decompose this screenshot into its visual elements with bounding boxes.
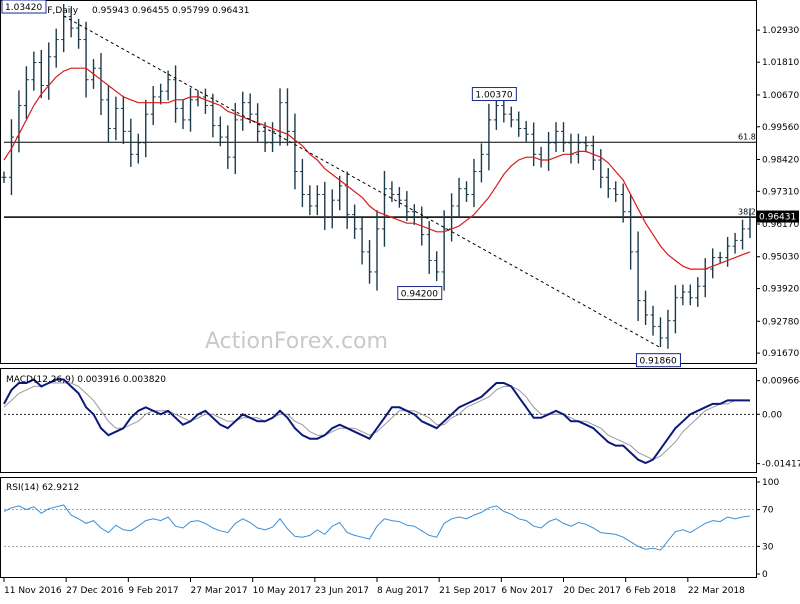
- time-axis: 11 Nov 2016 27 Dec 2016 9 Feb 2017 27 Mar 2…: [3, 578, 745, 596]
- time-axis-label: 6 Nov 2017: [501, 586, 553, 596]
- price-axis-label: 0.98420: [762, 155, 799, 165]
- macd-axis-label: 0.00: [762, 410, 782, 420]
- price-axis-label: 1.02930: [762, 26, 799, 36]
- price-overlays: 1.03420 0.94200 1.00370 0.91860: [1, 0, 751, 368]
- ohlc-values: 0.95943 0.96455 0.95799 0.96431: [92, 6, 249, 16]
- current-price-label: 0.96431: [759, 213, 796, 223]
- price-axis-label: 0.91670: [762, 349, 799, 359]
- price-reference-lines: 61.8 38.2: [4, 132, 756, 218]
- moving-average-line: [3, 67, 751, 270]
- rsi-axis-label: 70: [762, 506, 774, 516]
- rsi-panel-frame: [0, 477, 757, 578]
- time-axis-label: 10 May 2017: [253, 586, 312, 596]
- price-annotation-box: [471, 87, 517, 102]
- price-axis-label: 0.93920: [762, 285, 799, 295]
- fib-level-label: 61.8: [738, 132, 756, 141]
- macd-panel-frame: [0, 368, 757, 473]
- price-axis-label: 0.99560: [762, 123, 799, 133]
- price-annotation-label: 0.94200: [401, 290, 438, 300]
- time-axis-label: 21 Sep 2017: [439, 586, 496, 596]
- time-axis-label: 22 Mar 2018: [688, 586, 745, 596]
- macd-axis-label: 0.009664: [762, 377, 800, 387]
- time-axis-label: 23 Jun 2017: [315, 586, 369, 596]
- price-axis-label: 0.95030: [762, 253, 799, 263]
- price-annotation-box: [1, 0, 47, 14]
- macd-line: [3, 378, 750, 465]
- rsi-indicator: 100 70 30 0: [3, 478, 779, 580]
- symbol-label: USDCHF,Daily: [15, 6, 79, 16]
- time-axis-label: 9 Feb 2017: [128, 586, 178, 596]
- price-axis-label: 1.01810: [762, 58, 799, 68]
- price-panel-frame: [0, 0, 757, 364]
- fib-level-label: 38.2: [738, 207, 756, 216]
- price-annotation-box: [635, 353, 681, 368]
- watermark: ActionForex.com: [205, 329, 388, 354]
- time-axis-label: 11 Nov 2016: [4, 586, 62, 596]
- price-annotation-box: [397, 286, 443, 301]
- price-annotation-label: 1.00370: [475, 91, 512, 101]
- price-axis-label: 0.97310: [762, 187, 799, 197]
- macd-title: MACD(12,26,9) 0.003916 0.003820: [6, 375, 166, 385]
- time-axis-label: 27 Mar 2017: [191, 586, 248, 596]
- price-axis: 1.02930 1.01810 1.00670 0.99560 0.98420 0.973…: [756, 26, 799, 359]
- rsi-axis-label: 0: [762, 570, 768, 580]
- price-annotation-label: 0.91860: [639, 357, 676, 367]
- time-axis-label: 6 Feb 2018: [626, 586, 677, 596]
- price-annotation-label: 1.03420: [5, 3, 42, 13]
- price-axis-label: 0.92780: [762, 317, 799, 327]
- rsi-line: [3, 504, 751, 551]
- price-bars: [1, 3, 753, 349]
- time-axis-label: 27 Dec 2016: [66, 586, 124, 596]
- trend-line: [63, 15, 661, 349]
- current-price-box: [757, 210, 799, 223]
- rsi-axis-label: 100: [762, 478, 779, 488]
- macd-signal-line: [3, 382, 750, 461]
- rsi-axis-label: 30: [762, 542, 774, 552]
- time-axis-label: 20 Dec 2017: [564, 586, 622, 596]
- price-axis-label: 1.00670: [762, 91, 799, 101]
- rsi-title: RSI(14) 62.9212: [6, 483, 79, 493]
- price-axis-label: 0.96170: [762, 220, 799, 230]
- time-axis-label: 8 Aug 2017: [377, 586, 429, 596]
